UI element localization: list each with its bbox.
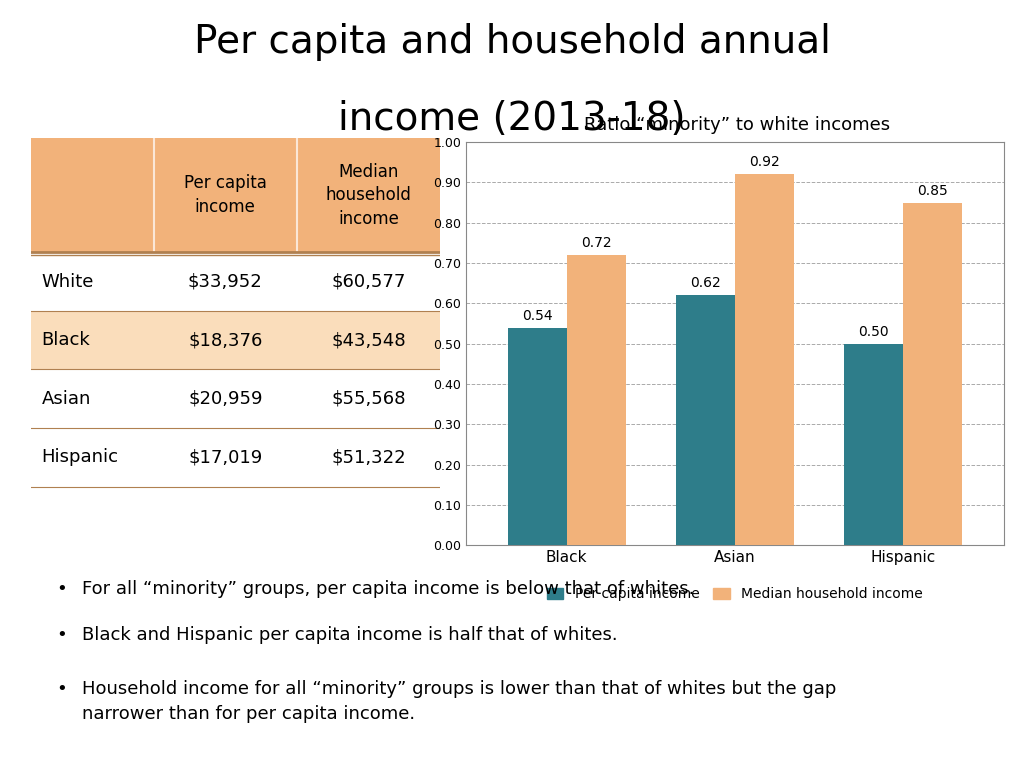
Bar: [903, 203, 962, 545]
Text: income (2013-18): income (2013-18): [338, 100, 686, 137]
Text: •: •: [56, 626, 67, 644]
Text: Per capita
income: Per capita income: [184, 174, 266, 216]
Text: Black: Black: [42, 331, 90, 349]
Text: For all “minority” groups, per capita income is below that of whites.: For all “minority” groups, per capita in…: [82, 580, 694, 598]
Bar: [844, 344, 903, 545]
Text: Hispanic: Hispanic: [42, 449, 119, 466]
Text: $17,019: $17,019: [188, 449, 262, 466]
Text: $20,959: $20,959: [188, 389, 262, 408]
Text: 0.92: 0.92: [749, 155, 779, 170]
Text: Ratio “minority” to white incomes: Ratio “minority” to white incomes: [585, 117, 890, 134]
Bar: [566, 255, 626, 545]
Text: $43,548: $43,548: [332, 331, 406, 349]
Text: 0.72: 0.72: [581, 236, 611, 250]
Bar: [508, 328, 566, 545]
Legend: Per capita income, Median household income: Per capita income, Median household inco…: [542, 582, 928, 607]
Text: White: White: [42, 273, 94, 290]
Text: 0.62: 0.62: [690, 276, 721, 290]
FancyBboxPatch shape: [31, 138, 440, 252]
Text: $33,952: $33,952: [188, 273, 262, 290]
Text: $60,577: $60,577: [332, 273, 406, 290]
Text: Black and Hispanic per capita income is half that of whites.: Black and Hispanic per capita income is …: [82, 626, 617, 644]
Text: $51,322: $51,322: [332, 449, 406, 466]
Text: 0.85: 0.85: [916, 184, 947, 197]
FancyBboxPatch shape: [31, 311, 440, 369]
Text: Household income for all “minority” groups is lower than that of whites but the : Household income for all “minority” grou…: [82, 680, 837, 723]
Text: Asian: Asian: [42, 389, 91, 408]
Text: $18,376: $18,376: [188, 331, 262, 349]
Text: Per capita and household annual: Per capita and household annual: [194, 23, 830, 61]
Text: $55,568: $55,568: [332, 389, 406, 408]
Text: •: •: [56, 680, 67, 697]
Bar: [676, 296, 734, 545]
Text: 0.50: 0.50: [858, 325, 889, 339]
Text: 0.54: 0.54: [522, 309, 553, 323]
Text: Median
household
income: Median household income: [326, 163, 412, 228]
Text: •: •: [56, 580, 67, 598]
Bar: [735, 174, 794, 545]
